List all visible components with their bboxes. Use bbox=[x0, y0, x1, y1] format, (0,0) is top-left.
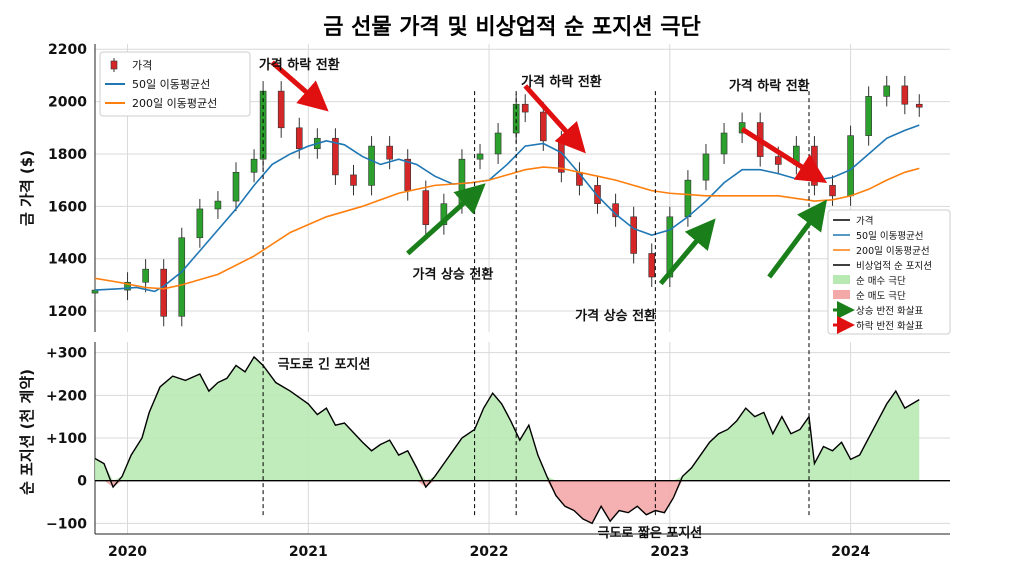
candle-body bbox=[684, 179, 692, 218]
sell-reversal-arrow bbox=[523, 84, 586, 154]
top-y-tick-label: 1400 bbox=[48, 252, 87, 268]
top-y-tick-label: 1800 bbox=[48, 147, 87, 163]
bottom-y-tick-label: +100 bbox=[46, 431, 87, 447]
candle-body bbox=[160, 268, 167, 317]
candle-body bbox=[124, 281, 131, 291]
x-tick-label: 2023 bbox=[650, 544, 689, 560]
legend-top-label: 가격 bbox=[132, 59, 152, 72]
legend-top-label: 200일 이동평균선 bbox=[132, 96, 217, 110]
top-y-axis-label: 금 가격 ($) bbox=[18, 150, 36, 226]
candle-body bbox=[630, 216, 637, 254]
legend-top-label: 50일 이동평균선 bbox=[132, 77, 210, 91]
plot-area: 1200 1400 1600 1800 2000 2200 +300 +200 +100 0 −10… bbox=[46, 42, 951, 560]
price-annotation: 가격 상승 전환 bbox=[413, 266, 494, 282]
bottom-y-tick-label: 0 bbox=[77, 474, 87, 490]
price-annotation: 가격 상승 전환 bbox=[575, 308, 656, 324]
candle-body bbox=[865, 96, 872, 136]
candle-body bbox=[521, 103, 529, 113]
candle-body bbox=[901, 85, 909, 105]
sell-reversal-arrow bbox=[740, 126, 828, 183]
price-annotation: 가격 하락 전환 bbox=[521, 74, 602, 90]
legend-right-label: 상승 반전 화살표 bbox=[856, 306, 923, 317]
x-tick-label: 2024 bbox=[831, 544, 870, 560]
bottom-y-tick-label: +300 bbox=[46, 346, 87, 362]
bottom-y-tick-label: +200 bbox=[46, 388, 87, 404]
legend-right-label: 비상업적 순 포지션 bbox=[856, 260, 932, 272]
candle-body bbox=[738, 122, 746, 134]
top-y-tick-label: 2000 bbox=[48, 95, 87, 111]
candle-body bbox=[458, 158, 466, 205]
buy-reversal-arrow bbox=[406, 183, 486, 256]
candle-body bbox=[350, 174, 357, 186]
candle-body bbox=[214, 200, 222, 210]
candle-body bbox=[539, 111, 547, 142]
top-y-tick-label: 1200 bbox=[48, 304, 87, 320]
buy-reversal-arrow bbox=[658, 218, 716, 286]
candle-body bbox=[422, 190, 430, 225]
candle-body bbox=[440, 203, 448, 225]
legend-candle-body bbox=[110, 60, 118, 70]
price-annotation: 가격 하락 전환 bbox=[729, 78, 810, 94]
candle-body bbox=[368, 145, 375, 186]
legend-right-label: 200일 이동평균선 bbox=[856, 246, 930, 257]
sell-reversal-arrow bbox=[270, 60, 329, 112]
chart-title: 금 선물 가격 및 비상업적 순 포지션 극단 bbox=[323, 15, 700, 40]
candle-body bbox=[295, 127, 303, 150]
top-y-tick-label: 2200 bbox=[48, 42, 87, 58]
candle-body bbox=[774, 156, 782, 165]
ma50-line bbox=[94, 124, 920, 293]
legend-right-label: 50일 이동평균선 bbox=[856, 231, 924, 242]
legend-patch-swatch bbox=[833, 275, 850, 284]
candle-body bbox=[476, 153, 484, 160]
candle-body bbox=[386, 145, 393, 160]
bottom-y-tick-label: −100 bbox=[46, 516, 87, 532]
x-tick-label: 2022 bbox=[470, 544, 509, 560]
candle-body bbox=[666, 216, 674, 278]
candle-body bbox=[196, 208, 204, 239]
candle-body bbox=[277, 90, 285, 129]
x-tick-label: 2020 bbox=[108, 544, 147, 560]
candle-body bbox=[250, 158, 258, 173]
buy-reversal-arrow bbox=[767, 199, 828, 279]
candle-body bbox=[512, 103, 520, 134]
bottom-y-axis-label: 순 포지션 (천 계약) bbox=[18, 369, 36, 495]
candle-body bbox=[594, 185, 601, 205]
candle-body bbox=[720, 132, 728, 155]
position-annotation: 극도로 긴 포지션 bbox=[278, 356, 371, 372]
position-annotation: 극도로 짧은 포지션 bbox=[598, 526, 703, 541]
candle-body bbox=[142, 268, 149, 283]
legend-right-label: 하락 반전 화살표 bbox=[856, 320, 923, 332]
legend-right-label: 순 매수 극단 bbox=[856, 276, 906, 287]
candle-body bbox=[232, 171, 240, 202]
candle-body bbox=[829, 185, 836, 197]
legend-right-label: 가격 bbox=[856, 215, 873, 227]
legend-right-box bbox=[827, 209, 951, 335]
legend-patch-swatch bbox=[833, 290, 850, 299]
candle-body bbox=[332, 137, 339, 176]
net-short-fill bbox=[95, 480, 920, 524]
candle-body bbox=[404, 158, 412, 191]
candle-body bbox=[494, 132, 502, 155]
price-annotation: 가격 하락 전환 bbox=[259, 57, 340, 73]
x-tick-label: 2021 bbox=[289, 544, 328, 560]
net-position-line bbox=[94, 355, 920, 525]
net-long-fill bbox=[95, 356, 920, 481]
legend-right-label: 순 매도 극단 bbox=[856, 291, 906, 302]
candle-body bbox=[702, 153, 710, 181]
candle-body bbox=[915, 103, 923, 108]
candle-body bbox=[648, 253, 656, 278]
top-y-tick-label: 1600 bbox=[48, 199, 87, 215]
candle-body bbox=[178, 237, 186, 317]
legend-top-box bbox=[99, 51, 251, 117]
candle-body bbox=[847, 135, 854, 197]
candle-body bbox=[883, 85, 891, 97]
